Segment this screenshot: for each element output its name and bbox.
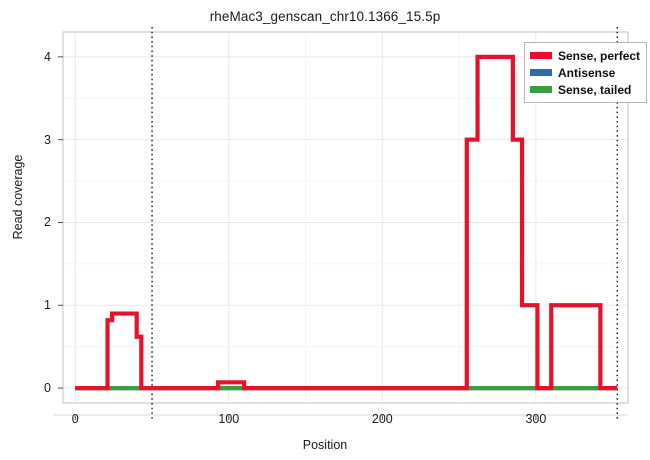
x-axis-label: Position: [302, 438, 348, 452]
legend-label: Antisense: [558, 65, 616, 80]
legend-label: Sense, tailed: [558, 82, 632, 97]
chart-legend: Sense, perfect Antisense Sense, tailed: [524, 42, 648, 103]
series-line: [75, 54, 618, 391]
legend-color-swatch: [530, 86, 552, 93]
plot-border: [62, 31, 629, 404]
legend-label: Sense, perfect: [558, 48, 641, 63]
chart-title: rheMac3_genscan_chr10.1366_15.5p: [209, 9, 441, 24]
legend-item[interactable]: Antisense: [530, 64, 640, 81]
legend-item[interactable]: Sense, perfect: [530, 47, 640, 64]
y-axis-label: Read coverage: [11, 154, 25, 240]
legend-color-swatch: [530, 52, 552, 59]
legend-color-swatch: [530, 69, 552, 76]
legend-item[interactable]: Sense, tailed: [530, 81, 640, 98]
